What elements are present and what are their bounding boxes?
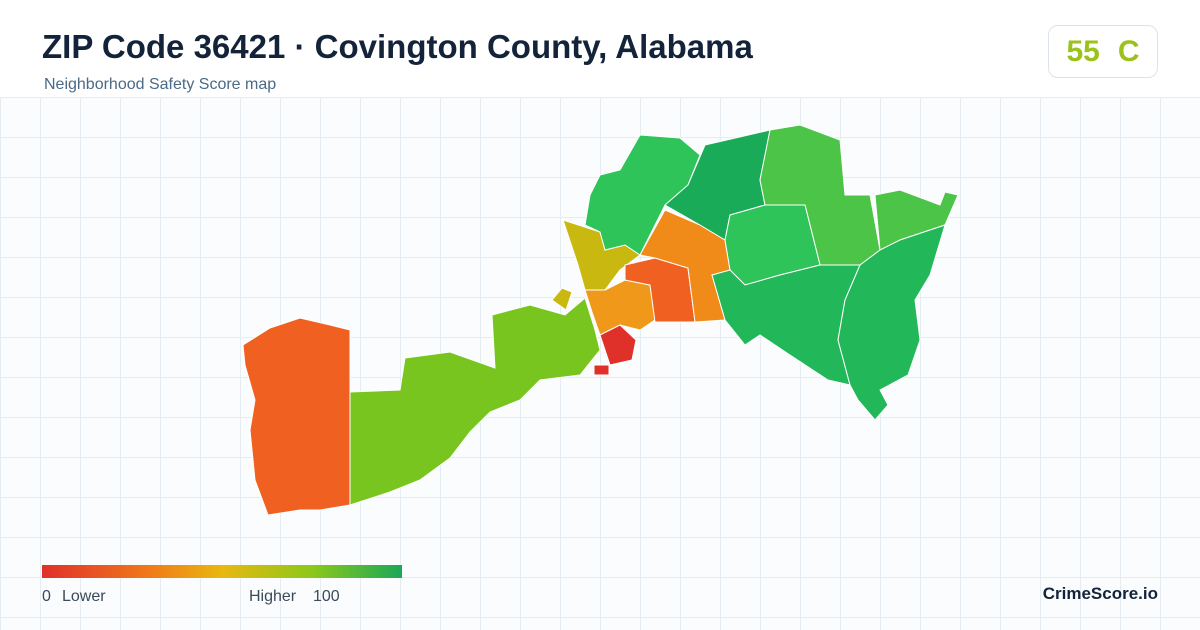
title: ZIP Code 36421 · Covington County, Alaba… bbox=[42, 28, 753, 65]
legend-max-label: Higher bbox=[249, 588, 297, 605]
subtitle: Neighborhood Safety Score map bbox=[44, 76, 277, 93]
score-grade: C bbox=[1117, 34, 1140, 68]
score-badge: 55 C bbox=[1048, 25, 1158, 78]
brand: CrimeScore.io bbox=[1042, 584, 1158, 603]
legend-min: 0 bbox=[42, 588, 51, 605]
legend-gradient bbox=[42, 565, 402, 578]
legend-max: 100 bbox=[313, 588, 340, 605]
legend-min-label: Lower bbox=[62, 588, 106, 605]
score-value: 55 bbox=[1066, 34, 1100, 68]
